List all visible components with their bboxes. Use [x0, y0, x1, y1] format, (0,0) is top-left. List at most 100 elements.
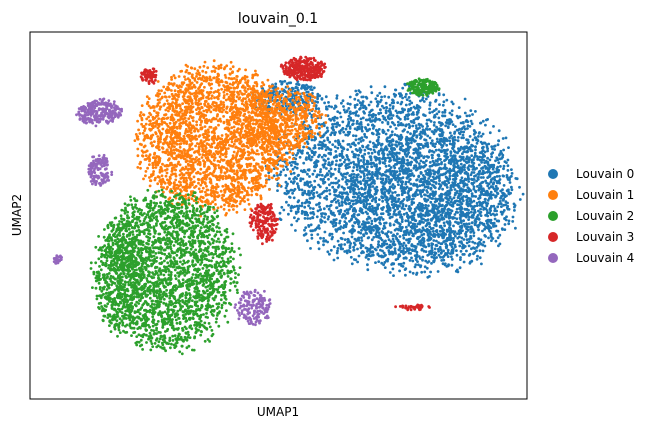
data-point — [413, 192, 417, 196]
data-point — [359, 159, 363, 162]
data-point — [294, 212, 298, 215]
data-point — [438, 103, 441, 106]
data-point — [408, 125, 412, 128]
data-point — [499, 196, 502, 200]
data-point — [434, 148, 438, 152]
data-point — [279, 218, 283, 222]
data-point — [475, 201, 479, 205]
data-point — [464, 183, 468, 187]
data-point — [443, 110, 447, 114]
data-point — [469, 234, 472, 238]
data-point — [338, 163, 341, 167]
data-point — [409, 237, 412, 241]
data-point — [201, 69, 205, 73]
data-point — [428, 111, 432, 115]
data-point — [448, 131, 452, 135]
data-point — [483, 164, 487, 168]
data-point — [390, 130, 394, 134]
data-point — [322, 243, 325, 247]
data-point — [324, 148, 328, 152]
data-point — [434, 181, 438, 184]
data-point — [468, 252, 472, 256]
data-point — [381, 227, 385, 231]
data-point — [440, 161, 443, 164]
data-point — [483, 244, 487, 248]
data-point — [378, 198, 381, 202]
data-point — [474, 148, 477, 152]
data-point — [377, 231, 381, 235]
data-point — [394, 220, 397, 223]
data-point — [437, 162, 441, 166]
data-point — [449, 252, 452, 256]
data-point — [462, 185, 466, 188]
data-point — [480, 167, 483, 170]
data-point — [328, 252, 331, 256]
data-point — [403, 268, 407, 271]
data-point — [473, 241, 477, 245]
data-point — [423, 214, 427, 218]
data-point — [411, 124, 415, 128]
data-point — [461, 147, 465, 150]
data-point — [458, 115, 462, 119]
data-point — [377, 240, 380, 244]
data-point — [462, 222, 466, 226]
data-point — [478, 155, 482, 159]
data-point — [426, 134, 430, 138]
data-point — [383, 221, 386, 225]
data-point — [295, 166, 299, 170]
data-point — [436, 219, 439, 223]
data-point — [415, 178, 419, 182]
data-point — [251, 76, 255, 80]
data-point — [393, 95, 397, 98]
data-point — [440, 214, 444, 217]
data-point — [212, 59, 216, 63]
data-point — [428, 252, 431, 256]
data-point — [384, 232, 388, 236]
data-point — [355, 103, 359, 106]
data-point — [440, 251, 443, 254]
data-point — [513, 205, 516, 209]
data-point — [364, 107, 368, 111]
data-point — [486, 211, 489, 215]
data-point — [388, 158, 392, 162]
data-point — [426, 124, 429, 128]
data-point — [376, 151, 380, 155]
data-point — [332, 224, 335, 228]
data-point — [344, 225, 348, 229]
data-point — [328, 188, 331, 192]
data-point — [384, 198, 388, 202]
data-point — [322, 139, 326, 143]
data-point — [494, 184, 498, 188]
data-point — [494, 159, 497, 163]
data-point — [369, 85, 373, 89]
data-point — [413, 254, 417, 257]
data-point — [399, 165, 403, 168]
data-point — [496, 205, 500, 209]
data-point — [367, 151, 370, 155]
data-point — [445, 200, 449, 204]
data-point — [401, 202, 405, 206]
data-point — [210, 70, 214, 73]
data-point — [391, 154, 395, 158]
data-point — [417, 105, 420, 108]
data-point — [470, 149, 474, 153]
data-point — [350, 177, 354, 180]
data-point — [473, 154, 477, 157]
data-point — [484, 179, 487, 183]
data-point — [468, 114, 471, 118]
data-point — [421, 146, 425, 149]
data-point — [338, 111, 342, 115]
data-point — [157, 117, 161, 120]
data-point — [429, 120, 433, 123]
data-point — [371, 123, 374, 127]
data-point — [310, 88, 314, 92]
data-point — [467, 177, 471, 181]
data-point — [282, 208, 286, 212]
data-point — [209, 110, 213, 114]
data-point — [499, 210, 503, 214]
data-point — [315, 175, 319, 179]
data-point — [312, 212, 316, 216]
data-point — [387, 230, 390, 234]
data-point — [279, 170, 283, 174]
data-point — [381, 149, 385, 153]
